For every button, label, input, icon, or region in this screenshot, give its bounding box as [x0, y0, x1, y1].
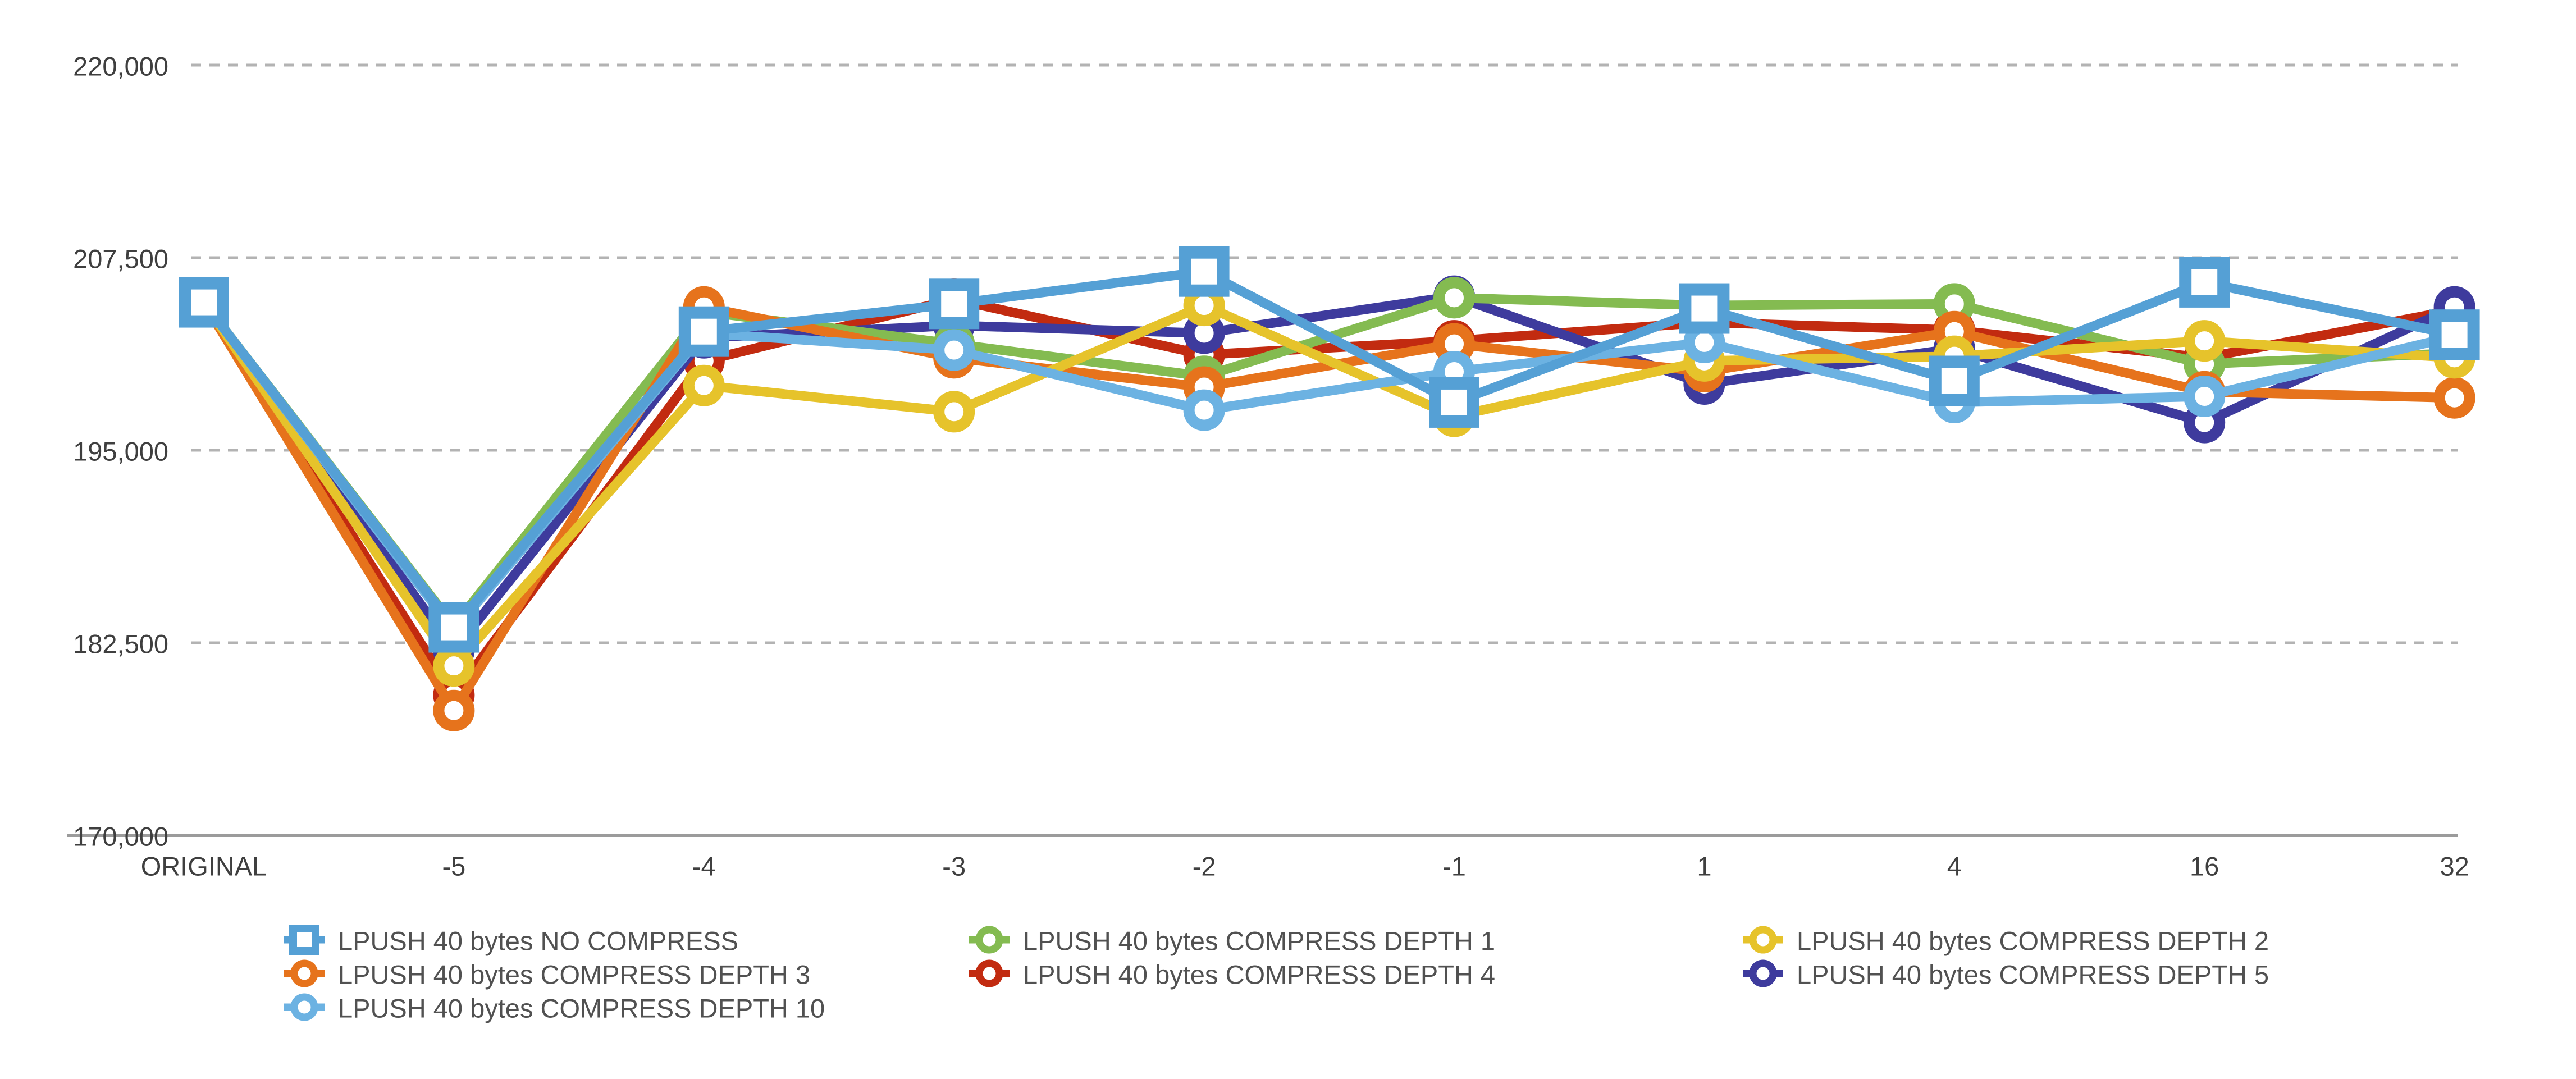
legend-marker-depth4 [975, 959, 1003, 987]
marker-circle-depth10 [2184, 375, 2226, 417]
x-tick-label: 16 [2190, 852, 2219, 881]
y-tick-label: 207,500 [73, 244, 168, 274]
marker-square-no_compress [1179, 246, 1230, 297]
marker-circle-depth1 [1433, 277, 1475, 319]
legend-marker-depth2 [1749, 926, 1777, 954]
legend-marker-depth5 [1749, 959, 1777, 987]
marker-square-no_compress [1429, 377, 1479, 428]
legend-item-depth2: LPUSH 40 bytes COMPRESS DEPTH 2 [1743, 926, 2269, 956]
legend-label-no_compress: LPUSH 40 bytes NO COMPRESS [338, 926, 738, 956]
marker-square-no_compress [929, 278, 980, 330]
marker-circle-depth3 [433, 689, 475, 731]
legend-marker-no_compress [289, 925, 319, 955]
marker-square-no_compress [1679, 283, 1730, 334]
marker-square-no_compress [428, 602, 479, 653]
legend-label-depth3: LPUSH 40 bytes COMPRESS DEPTH 3 [338, 960, 810, 990]
legend-marker-depth1 [975, 926, 1003, 954]
x-tick-label: ORIGINAL [141, 852, 267, 881]
legend-item-depth5: LPUSH 40 bytes COMPRESS DEPTH 5 [1743, 959, 2269, 990]
legend-item-depth4: LPUSH 40 bytes COMPRESS DEPTH 4 [969, 959, 1495, 990]
legend-label-depth5: LPUSH 40 bytes COMPRESS DEPTH 5 [1797, 960, 2269, 990]
y-tick-label: 182,500 [73, 629, 168, 659]
x-tick-label: 1 [1697, 852, 1711, 881]
marker-circle-depth10 [1183, 389, 1225, 431]
legend-label-depth10: LPUSH 40 bytes COMPRESS DEPTH 10 [338, 994, 825, 1023]
marker-circle-depth3 [2433, 377, 2475, 419]
marker-square-no_compress [678, 306, 729, 357]
y-tick-label: 220,000 [73, 52, 168, 81]
legend-label-depth1: LPUSH 40 bytes COMPRESS DEPTH 1 [1023, 926, 1495, 956]
x-tick-label: -3 [942, 852, 966, 881]
legend-label-depth2: LPUSH 40 bytes COMPRESS DEPTH 2 [1797, 926, 2269, 956]
x-tick-label: 32 [2440, 852, 2469, 881]
legend-item-depth10: LPUSH 40 bytes COMPRESS DEPTH 10 [284, 993, 825, 1023]
x-tick-label: -4 [692, 852, 716, 881]
marker-square-no_compress [2179, 257, 2230, 308]
legend-item-depth1: LPUSH 40 bytes COMPRESS DEPTH 1 [969, 926, 1495, 956]
x-tick-label: -5 [442, 852, 466, 881]
legend-label-depth4: LPUSH 40 bytes COMPRESS DEPTH 4 [1023, 960, 1495, 990]
x-tick-label: 4 [1947, 852, 1962, 881]
x-tick-label: -2 [1193, 852, 1216, 881]
marker-square-no_compress [1929, 355, 1980, 406]
series-line-no_compress [199, 267, 2460, 633]
y-tick-label: 170,000 [73, 822, 168, 852]
marker-circle-depth10 [933, 329, 975, 371]
marker-circle-depth2 [683, 364, 725, 406]
legend-item-no_compress: LPUSH 40 bytes NO COMPRESS [284, 925, 738, 956]
marker-square-no_compress [179, 277, 229, 328]
legend-item-depth3: LPUSH 40 bytes COMPRESS DEPTH 3 [284, 959, 810, 990]
x-tick-label: -1 [1442, 852, 1466, 881]
marker-circle-depth2 [2184, 320, 2226, 362]
legend-marker-depth3 [290, 959, 318, 987]
series-line-depth5 [199, 291, 2460, 656]
y-tick-label: 195,000 [73, 437, 168, 467]
marker-square-no_compress [2429, 309, 2480, 360]
legend-marker-depth10 [290, 993, 318, 1021]
series-line-depth2 [199, 298, 2460, 671]
marker-circle-depth2 [933, 391, 975, 433]
marker-circle-depth2 [433, 645, 475, 687]
